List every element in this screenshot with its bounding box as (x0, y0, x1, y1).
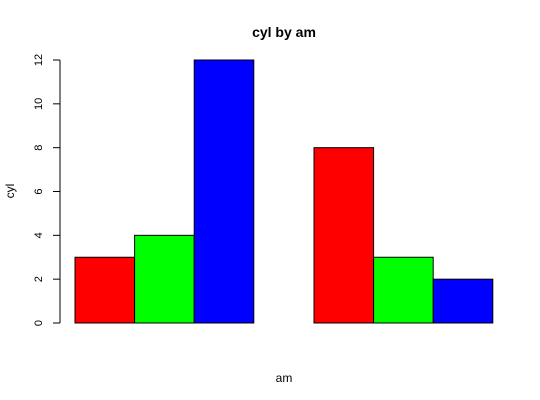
bar (432, 278, 494, 324)
chart-title: cyl by am (252, 24, 316, 40)
x-axis-label: am (276, 371, 293, 385)
bar (134, 234, 195, 324)
y-tick-label: 4 (33, 232, 45, 238)
y-tick-label: 12 (33, 54, 45, 66)
y-tick-label: 2 (33, 276, 45, 282)
y-tick-label: 0 (33, 320, 45, 326)
y-tick-label: 6 (33, 188, 45, 194)
bars (74, 59, 494, 324)
bar (74, 256, 136, 324)
bar (313, 147, 375, 324)
bar (373, 256, 434, 324)
y-tick-label: 10 (33, 98, 45, 110)
y-tick-label: 8 (33, 145, 45, 151)
bar (193, 59, 255, 324)
y-axis: 0 2 4 6 8 10 12 (33, 54, 61, 326)
y-axis-label: cyl (3, 184, 17, 199)
